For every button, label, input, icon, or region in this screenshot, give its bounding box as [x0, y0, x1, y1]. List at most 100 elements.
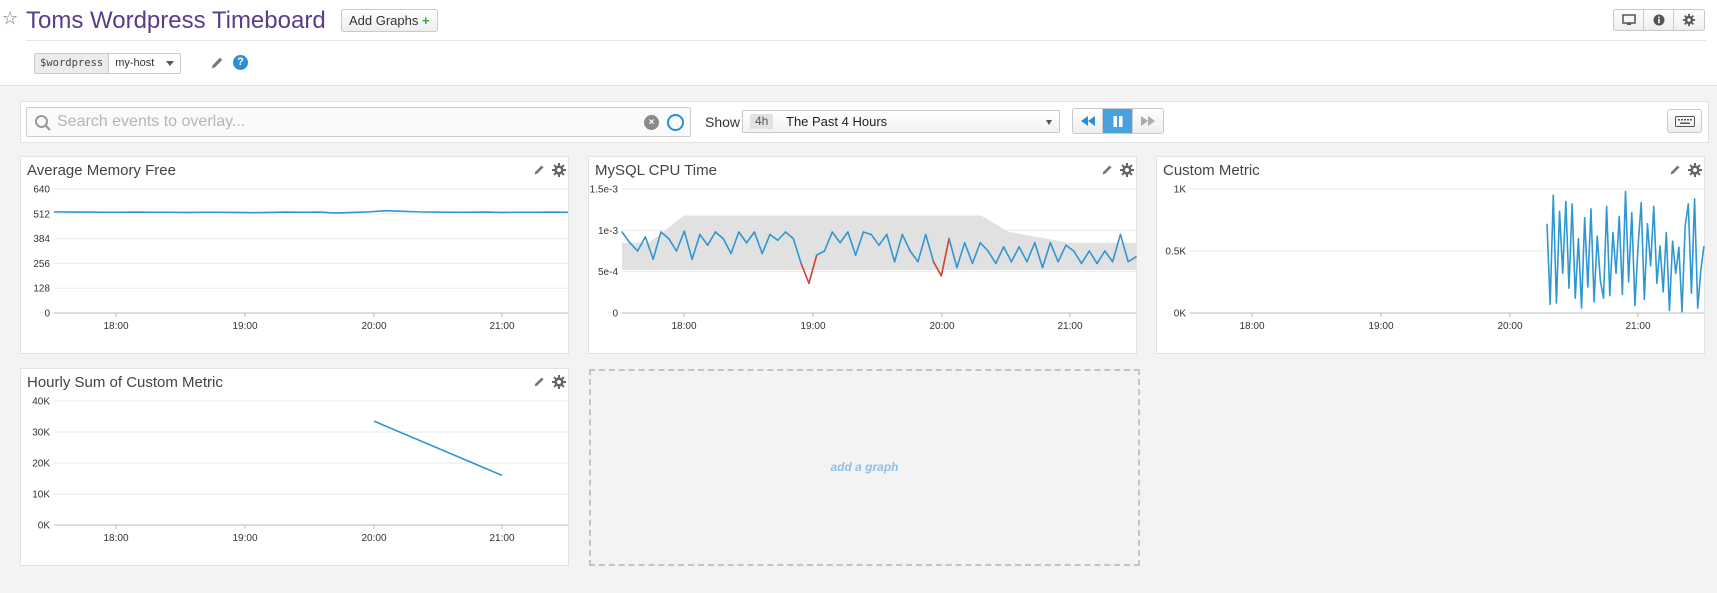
- search-icon: [35, 115, 51, 131]
- y-tick-label: 128: [33, 284, 50, 295]
- series-segment: [769, 233, 779, 242]
- series-segment: [628, 241, 639, 252]
- series-segment: [1026, 241, 1036, 263]
- clear-icon[interactable]: ×: [644, 115, 659, 130]
- pencil-icon[interactable]: [209, 55, 225, 71]
- widget-mysql-cpu-time: MySQL CPU Time 1.5e-3 1e-3 5e-4 0 18:00 19:00…: [588, 156, 1137, 354]
- x-tick-label: 19:00: [232, 533, 257, 544]
- search-events-input[interactable]: Search events to overlay... ×: [26, 107, 691, 137]
- series-segment: [691, 233, 701, 261]
- series-segment: [776, 231, 787, 242]
- x-tick-label: 21:00: [489, 533, 514, 544]
- series-segment: [808, 254, 818, 285]
- series-segment: [1002, 246, 1013, 263]
- series-segment: [901, 233, 911, 252]
- y-tick-label: 40K: [32, 397, 50, 408]
- x-tick-label: 20:00: [929, 321, 954, 332]
- series-segment: [1057, 244, 1067, 263]
- series-segment: [839, 231, 849, 244]
- gear-icon[interactable]: [1674, 10, 1704, 30]
- series-segment: [940, 237, 950, 277]
- gear-icon[interactable]: [1687, 162, 1703, 178]
- header-divider: [26, 40, 1706, 41]
- series-segment: [1080, 250, 1091, 265]
- help-icon[interactable]: ?: [233, 55, 248, 70]
- series-segment: [885, 233, 896, 263]
- widget-title: Average Memory Free: [27, 162, 176, 179]
- x-tick-label: 19:00: [232, 321, 257, 332]
- series-segment: [1065, 244, 1075, 252]
- page-title: Toms Wordpress Timeboard: [26, 7, 326, 34]
- series-segment: [1072, 250, 1083, 265]
- timeframe-select[interactable]: 4h The Past 4 Hours: [742, 110, 1060, 133]
- edit-pencil-icon[interactable]: [532, 163, 546, 177]
- add-graphs-button[interactable]: Add Graphs +: [341, 9, 438, 32]
- widget-title: Hourly Sum of Custom Metric: [27, 374, 223, 391]
- keyboard-button[interactable]: [1667, 109, 1702, 133]
- gear-icon[interactable]: [551, 162, 567, 178]
- series-segment: [995, 246, 1005, 265]
- series-segment: [862, 231, 873, 236]
- x-tick-label: 20:00: [361, 533, 386, 544]
- y-tick-label: 1K: [1174, 185, 1187, 196]
- y-tick-label: 0: [44, 309, 50, 320]
- gear-icon[interactable]: [1119, 162, 1135, 178]
- anomaly-band: [622, 215, 1136, 271]
- series-segment: [971, 241, 982, 265]
- y-tick-label: 20K: [32, 459, 50, 470]
- series-segment: [1119, 233, 1130, 263]
- header-button-group: [1613, 9, 1705, 31]
- add-graphs-label: Add Graphs: [349, 13, 419, 28]
- x-tick-label: 20:00: [361, 321, 386, 332]
- edit-pencil-icon[interactable]: [1100, 163, 1114, 177]
- y-tick-label: 1.5e-3: [590, 185, 619, 196]
- x-tick-label: 21:00: [489, 321, 514, 332]
- memory-free-chart: 640 512 384 256 128 0 18:00 19:00 20:00 21:00: [33, 185, 569, 332]
- star-icon[interactable]: ☆: [2, 8, 19, 29]
- edit-pencil-icon[interactable]: [1668, 163, 1682, 177]
- series-segment: [730, 231, 740, 255]
- widget-custom-metric: Custom Metric 1K 0.5K 0K 18:00 19:00 20:00 21:…: [1156, 156, 1705, 354]
- series-line: [53, 209, 569, 214]
- y-tick-label: 0K: [1174, 309, 1187, 320]
- template-variable-selector[interactable]: $wordpress my-host: [34, 53, 182, 74]
- fast-forward-icon: [1141, 116, 1155, 126]
- x-tick-label: 18:00: [103, 533, 128, 544]
- series-segment: [761, 233, 771, 255]
- timeframe-badge: 4h: [750, 114, 774, 129]
- y-tick-label: 256: [33, 259, 50, 270]
- template-variable-dropdown[interactable]: my-host: [109, 54, 180, 73]
- x-tick-label: 21:00: [1625, 321, 1650, 332]
- series-segment: [831, 231, 841, 244]
- y-tick-label: 512: [33, 209, 50, 220]
- add-graph-placeholder[interactable]: add a graph: [589, 369, 1140, 566]
- pause-button[interactable]: [1103, 109, 1133, 133]
- monitor-icon[interactable]: [1614, 10, 1644, 30]
- x-tick-label: 18:00: [103, 321, 128, 332]
- show-label: Show: [705, 114, 741, 130]
- widget-average-memory-free: Average Memory Free 640 512 384 256 128 0 18:0…: [20, 156, 569, 354]
- series-segment: [924, 233, 935, 263]
- gear-icon[interactable]: [551, 374, 567, 390]
- power-icon[interactable]: [667, 114, 684, 131]
- series-segment: [909, 250, 919, 263]
- series-segment: [854, 231, 865, 256]
- series-segment: [1010, 246, 1020, 263]
- rewind-button[interactable]: [1073, 109, 1103, 133]
- widget-hourly-sum-custom-metric: Hourly Sum of Custom Metric 40K 30K 20K 10K…: [20, 368, 569, 566]
- timeframe-value: The Past 4 Hours: [786, 114, 888, 129]
- plus-icon: +: [422, 13, 430, 28]
- widget-title: MySQL CPU Time: [595, 162, 717, 179]
- series-segment: [1096, 250, 1106, 265]
- series-line: [373, 420, 503, 477]
- series-segment: [1127, 255, 1137, 263]
- fast-forward-button[interactable]: [1133, 109, 1163, 133]
- dashboard-header: ☆ Toms Wordpress Timeboard Add Graphs + …: [0, 0, 1717, 86]
- y-tick-label: 10K: [32, 490, 50, 501]
- edit-pencil-icon[interactable]: [532, 375, 546, 389]
- series-segment: [893, 233, 904, 263]
- info-icon[interactable]: [1644, 10, 1674, 30]
- y-tick-label: 0: [612, 309, 618, 320]
- x-tick-label: 21:00: [1057, 321, 1082, 332]
- chevron-down-icon: [166, 61, 175, 66]
